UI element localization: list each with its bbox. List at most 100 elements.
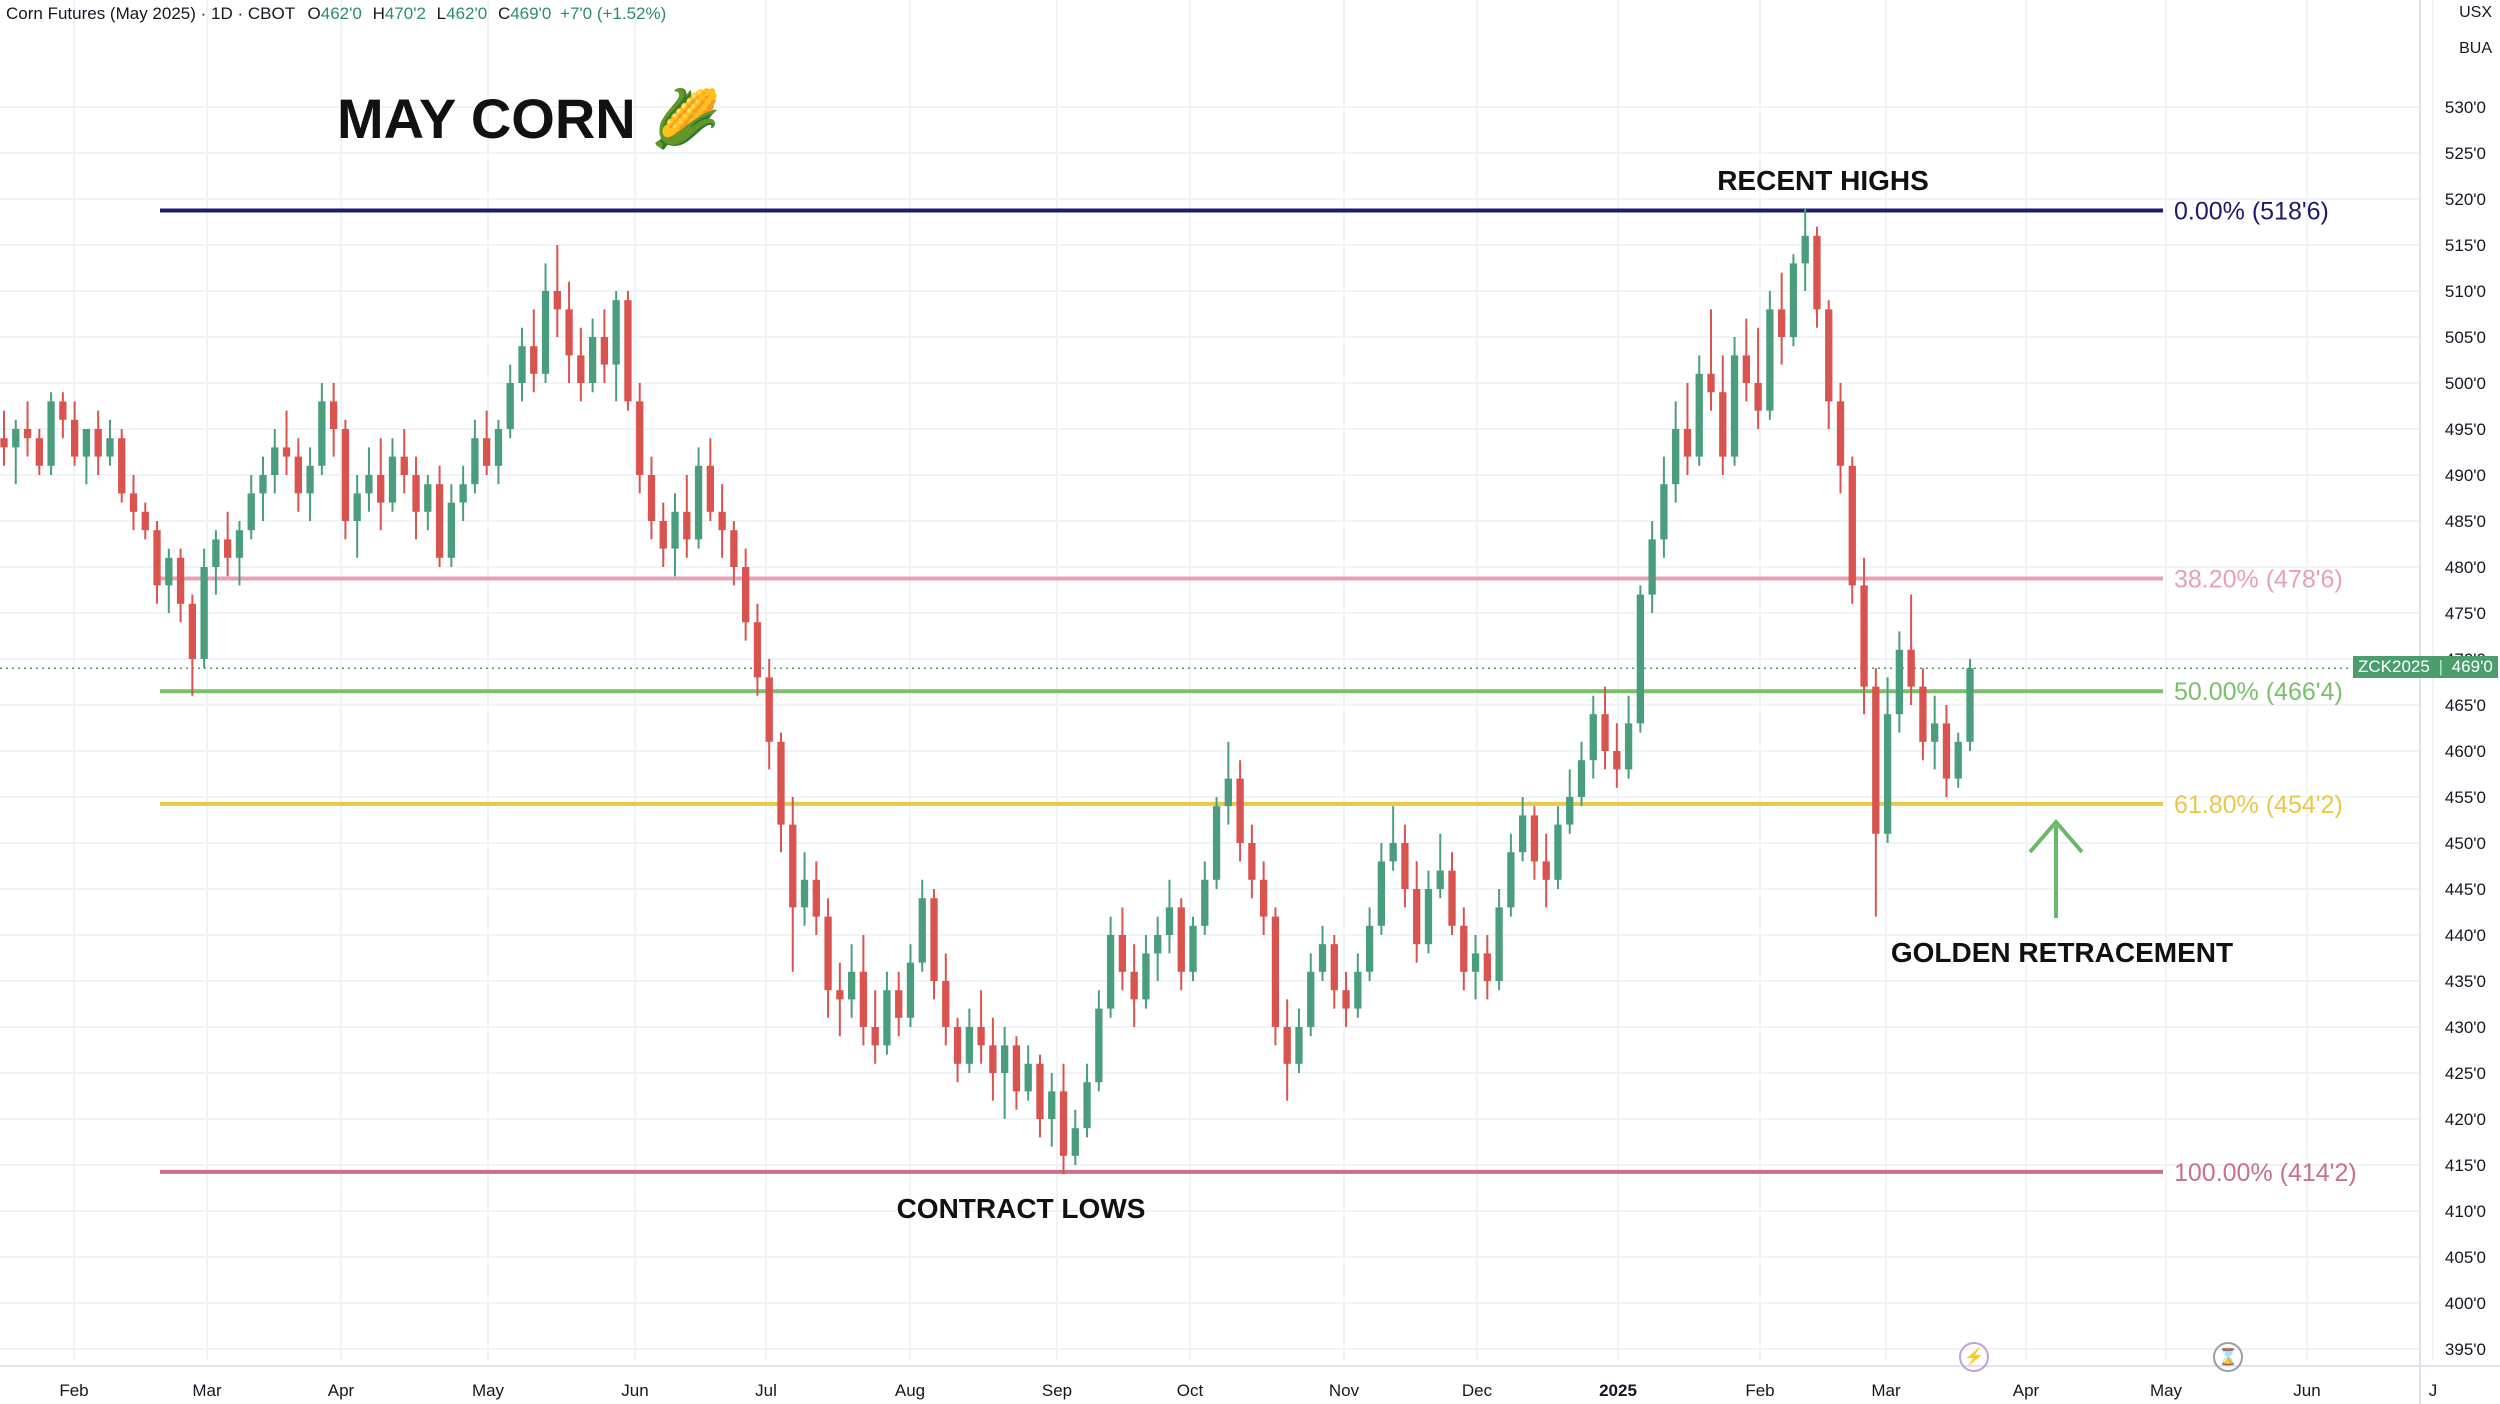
candle-body bbox=[600, 337, 609, 365]
fibonacci-retracement[interactable]: 0.00% (518'6) 38.20% (478'6) 50.00% (466'4… bbox=[160, 198, 2357, 1187]
candle-body bbox=[1754, 383, 1762, 411]
annotation-golden-retracement: GOLDEN RETRACEMENT bbox=[1891, 937, 2233, 968]
y-tick-label: 510'0 bbox=[2445, 282, 2486, 301]
arrow-head bbox=[2028, 818, 2084, 854]
candle-body bbox=[377, 475, 385, 503]
symbol-header[interactable]: Corn Futures (May 2025) · 1D · CBOT O462… bbox=[6, 4, 666, 24]
candle-body bbox=[247, 493, 255, 531]
instrument-name: Corn Futures (May 2025) · 1D · CBOT bbox=[6, 4, 295, 23]
candle-body bbox=[1036, 1063, 1044, 1119]
candle-body bbox=[1872, 686, 1880, 834]
candle-body bbox=[388, 456, 397, 503]
time-axis[interactable]: Feb Mar Apr May Jun Jul Aug Sep Oct Nov Dec 2025 Feb… bbox=[59, 1381, 2437, 1400]
candle-body bbox=[965, 1027, 973, 1064]
candle-body bbox=[494, 429, 503, 466]
fib-label: 0.00% (518'6) bbox=[2174, 198, 2329, 226]
x-tick-label: Dec bbox=[1462, 1381, 1493, 1400]
price-axis[interactable]: 395'0 400'0 405'0 410'0 415'0 420'0 425'0 430'0… bbox=[2445, 98, 2486, 1359]
x-tick-label: Jun bbox=[621, 1381, 648, 1400]
candle-body bbox=[1201, 879, 1209, 926]
y-tick-label: 400'0 bbox=[2445, 1294, 2486, 1313]
candle-body bbox=[1154, 935, 1162, 954]
y-tick-label: 455'0 bbox=[2445, 788, 2486, 807]
candle-body bbox=[953, 1027, 962, 1064]
candle-body bbox=[1518, 815, 1527, 853]
y-tick-label: 520'0 bbox=[2445, 190, 2486, 209]
candle-body bbox=[1895, 649, 1904, 715]
candle-body bbox=[1660, 484, 1668, 540]
candle-body bbox=[1142, 953, 1150, 1000]
candle-body bbox=[70, 419, 79, 457]
x-tick-label: Jul bbox=[755, 1381, 777, 1400]
candle-body bbox=[1860, 585, 1868, 687]
candle-body bbox=[1613, 751, 1621, 770]
x-tick-label: Apr bbox=[2013, 1381, 2040, 1400]
x-tick-label: Mar bbox=[1871, 1381, 1901, 1400]
candle-body bbox=[730, 530, 738, 567]
candle-body bbox=[1624, 723, 1633, 770]
x-tick-label: Nov bbox=[1329, 1381, 1360, 1400]
candle-body bbox=[306, 465, 314, 494]
candle-body bbox=[129, 493, 138, 512]
candle-body bbox=[1177, 907, 1185, 972]
candle-body bbox=[1012, 1045, 1021, 1092]
candle-body bbox=[1954, 741, 1962, 779]
candle-body bbox=[541, 291, 550, 374]
candle-body bbox=[1248, 843, 1256, 880]
candle-body bbox=[212, 539, 220, 567]
candle-body bbox=[1401, 843, 1409, 889]
y-tick-label: 475'0 bbox=[2445, 604, 2486, 623]
candle-body bbox=[1542, 861, 1550, 880]
candle-body bbox=[1931, 723, 1939, 742]
candle-body bbox=[1106, 935, 1115, 1009]
y-tick-label: 495'0 bbox=[2445, 420, 2486, 439]
candle-body bbox=[977, 1027, 985, 1046]
candle-body bbox=[447, 502, 456, 558]
candle-body bbox=[1318, 944, 1327, 972]
candle-body bbox=[1189, 925, 1197, 972]
candle-body bbox=[1165, 907, 1174, 935]
x-tick-label: 2025 bbox=[1599, 1381, 1637, 1400]
unit-label[interactable]: BUA bbox=[2459, 40, 2492, 57]
candle-body bbox=[1683, 429, 1692, 457]
close-value: 469'0 bbox=[510, 4, 552, 23]
candle-body bbox=[1530, 815, 1539, 862]
candle-body bbox=[636, 401, 644, 475]
candle-body bbox=[318, 401, 326, 466]
fib-label: 50.00% (466'4) bbox=[2174, 678, 2343, 706]
chart-title: MAY CORN 🌽 bbox=[337, 85, 721, 151]
y-tick-label: 420'0 bbox=[2445, 1110, 2486, 1129]
lightning-icon[interactable]: ⚡ bbox=[1959, 1342, 1989, 1372]
candle-body bbox=[471, 438, 479, 485]
candle-body bbox=[1424, 889, 1433, 945]
candle-body bbox=[235, 530, 244, 558]
candle-body bbox=[683, 511, 691, 540]
candle-body bbox=[282, 447, 291, 457]
candle-body bbox=[353, 493, 361, 521]
candle-body bbox=[718, 511, 726, 531]
candle-body bbox=[1577, 760, 1586, 797]
candle-body bbox=[1330, 944, 1338, 991]
candle-body bbox=[141, 511, 149, 531]
candle-body bbox=[1566, 797, 1574, 825]
candle-body bbox=[1836, 401, 1845, 466]
candle-body bbox=[1295, 1027, 1303, 1064]
candle-body bbox=[1554, 824, 1562, 880]
candle-body bbox=[200, 567, 208, 659]
candle-body bbox=[47, 401, 55, 466]
open-value: 462'0 bbox=[320, 4, 362, 23]
candle-body bbox=[118, 438, 126, 494]
candle-body bbox=[259, 475, 267, 494]
currency-label[interactable]: USX bbox=[2459, 4, 2492, 21]
y-tick-label: 430'0 bbox=[2445, 1018, 2486, 1037]
y-tick-label: 530'0 bbox=[2445, 98, 2486, 117]
candle-body bbox=[565, 309, 573, 356]
hourglass-icon[interactable]: ⌛ bbox=[2213, 1342, 2243, 1372]
candle-body bbox=[1236, 778, 1244, 843]
x-tick-label: Sep bbox=[1042, 1381, 1072, 1400]
fib-label: 100.00% (414'2) bbox=[2174, 1159, 2357, 1187]
y-tick-label: 465'0 bbox=[2445, 696, 2486, 715]
candle-body bbox=[1719, 392, 1727, 457]
candle-body bbox=[1059, 1091, 1068, 1156]
